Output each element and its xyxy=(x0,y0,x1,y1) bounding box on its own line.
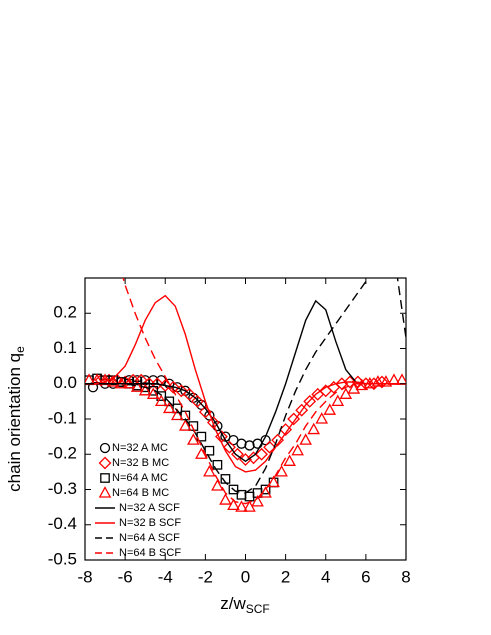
x-tick-label: -8 xyxy=(77,567,92,586)
marker-square xyxy=(172,403,183,414)
marker-diamond xyxy=(303,394,317,408)
x-tick-label: 6 xyxy=(361,567,370,586)
x-tick-label: 8 xyxy=(401,567,410,586)
legend: N=32 A MC N=32 B MC N=64 A MC N=64 B MC N=32… xyxy=(95,442,181,559)
legend-label: N=64 B SCF xyxy=(119,547,181,559)
marker-triangle xyxy=(275,465,288,477)
series-line xyxy=(85,299,406,463)
x-tick-label: 4 xyxy=(321,567,330,586)
marker-triangle xyxy=(130,380,144,392)
marker-triangle xyxy=(371,375,385,387)
marker-diamond xyxy=(295,403,309,417)
legend-label: N=64 B MC xyxy=(112,487,169,499)
x-tick-label: 2 xyxy=(281,567,290,586)
marker-diamond xyxy=(166,380,180,394)
marker-triangle xyxy=(331,394,345,407)
marker-triangle xyxy=(283,454,296,466)
marker-circle xyxy=(236,438,247,449)
marker-diamond xyxy=(182,387,196,401)
y-label-subscript: e xyxy=(13,346,27,353)
marker-circle xyxy=(99,442,111,454)
marker-triangle xyxy=(323,403,337,415)
legend-label: N=32 A MC xyxy=(112,442,168,454)
series-line xyxy=(85,294,406,473)
marker-diamond xyxy=(367,377,381,391)
marker-triangle xyxy=(179,419,192,431)
marker-diamond xyxy=(174,384,188,398)
marker-triangle xyxy=(170,408,184,421)
marker-diamond xyxy=(239,453,252,466)
x-tick-label: -6 xyxy=(118,567,133,586)
marker-triangle xyxy=(122,376,136,389)
marker-square xyxy=(148,385,159,396)
marker-triangle xyxy=(146,387,160,399)
marker-triangle xyxy=(211,479,224,491)
legend-label: N=64 A SCF xyxy=(119,532,180,544)
legend-label: N=64 A MC xyxy=(112,472,168,484)
marker-diamond xyxy=(98,456,112,470)
marker-diamond xyxy=(223,440,236,454)
marker-triangle xyxy=(162,401,176,414)
x-tick-label: -2 xyxy=(198,567,213,586)
legend-label: N=32 B MC xyxy=(112,457,169,469)
marker-triangle xyxy=(315,412,329,424)
marker-diamond xyxy=(190,394,204,408)
marker-triangle xyxy=(195,447,208,459)
marker-triangle xyxy=(379,375,393,387)
y-tick-label: -0.3 xyxy=(48,479,77,498)
marker-diamond xyxy=(206,416,220,429)
marker-square xyxy=(228,484,239,495)
legend-label: N=32 B SCF xyxy=(119,517,181,529)
marker-triangle xyxy=(219,493,232,505)
marker-diamond xyxy=(255,447,268,461)
y-axis-label: chain orientation qe xyxy=(5,346,27,492)
y-label-text: chain orientation q xyxy=(5,353,24,492)
marker-triangle xyxy=(363,376,377,389)
marker-triangle xyxy=(355,378,369,391)
x-tick-label: 0 xyxy=(241,567,250,586)
marker-square xyxy=(100,473,110,483)
y-tick-label: -0.4 xyxy=(48,514,77,533)
series-line xyxy=(85,278,406,494)
marker-triangle xyxy=(203,465,216,477)
marker-triangle xyxy=(187,433,200,445)
series-line xyxy=(122,278,406,505)
y-tick-label: 0.2 xyxy=(53,303,77,322)
marker-circle xyxy=(132,375,143,386)
x-tick-label: -4 xyxy=(158,567,173,586)
marker-triangle xyxy=(299,433,312,445)
marker-square xyxy=(244,491,255,502)
marker-circle xyxy=(244,440,255,451)
marker-square xyxy=(204,445,215,456)
marker-triangle xyxy=(114,376,128,389)
y-tick-label: -0.2 xyxy=(48,444,77,463)
marker-triangle xyxy=(347,382,361,394)
marker-square xyxy=(260,484,271,495)
plot-area xyxy=(85,278,406,512)
marker-triangle xyxy=(291,443,304,456)
y-tick-label: 0.0 xyxy=(53,373,77,392)
marker-triangle xyxy=(106,375,120,387)
y-tick-label: 0.1 xyxy=(53,338,77,357)
x-axis-label: z/wSCF xyxy=(220,594,270,616)
marker-triangle xyxy=(307,422,321,435)
marker-triangle xyxy=(98,486,112,498)
marker-triangle xyxy=(259,486,272,498)
marker-triangle xyxy=(235,500,248,512)
y-tick-label: -0.1 xyxy=(48,408,77,427)
y-tick-label: -0.5 xyxy=(48,549,77,568)
marker-diamond xyxy=(263,440,276,454)
marker-diamond xyxy=(375,375,389,389)
x-label-subscript: SCF xyxy=(246,602,270,616)
marker-diamond xyxy=(158,379,172,392)
marker-triangle xyxy=(154,394,168,407)
marker-triangle xyxy=(251,494,264,507)
marker-square xyxy=(212,459,223,470)
marker-triangle xyxy=(138,383,152,396)
marker-square xyxy=(164,396,175,407)
marker-triangle xyxy=(227,498,240,511)
x-label-text: z/w xyxy=(220,594,246,613)
legend-label: N=32 A SCF xyxy=(119,502,180,514)
